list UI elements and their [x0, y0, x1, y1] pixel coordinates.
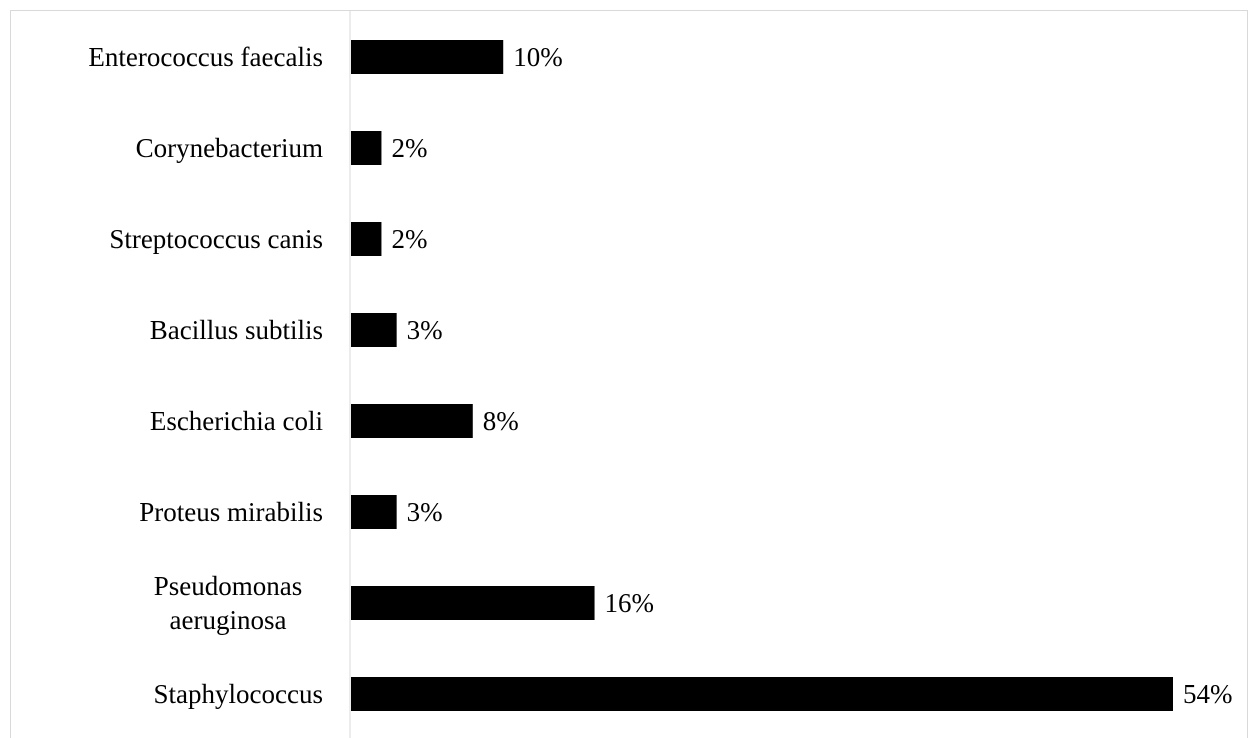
category-label-2: Streptococcus canis [109, 224, 323, 254]
category-label-4: Escherichia coli [150, 406, 323, 436]
category-label-5: Proteus mirabilis [139, 497, 323, 527]
category-label-6: Pseudomonas aeruginosa [154, 571, 303, 635]
category-label-1: Corynebacterium [136, 133, 323, 163]
bar-0 [351, 40, 504, 74]
bar-2 [351, 222, 382, 256]
bar-3 [351, 313, 397, 347]
data-label-0: 10% [513, 42, 563, 72]
chart-frame [10, 10, 1248, 738]
data-label-3: 3% [407, 315, 443, 345]
bar-5 [351, 495, 397, 529]
bar-1 [351, 131, 382, 165]
category-label-7: Staphylococcus [154, 679, 323, 709]
data-label-2: 2% [391, 224, 427, 254]
bar-7 [351, 677, 1173, 711]
data-label-1: 2% [391, 133, 427, 163]
category-label-0: Enterococcus faecalis [88, 42, 323, 72]
data-label-4: 8% [483, 406, 519, 436]
data-label-7: 54% [1183, 679, 1233, 709]
category-label-3: Bacillus subtilis [150, 315, 323, 345]
data-label-6: 16% [605, 588, 655, 618]
bar-6 [351, 586, 595, 620]
bar-4 [351, 404, 473, 438]
data-label-5: 3% [407, 497, 443, 527]
